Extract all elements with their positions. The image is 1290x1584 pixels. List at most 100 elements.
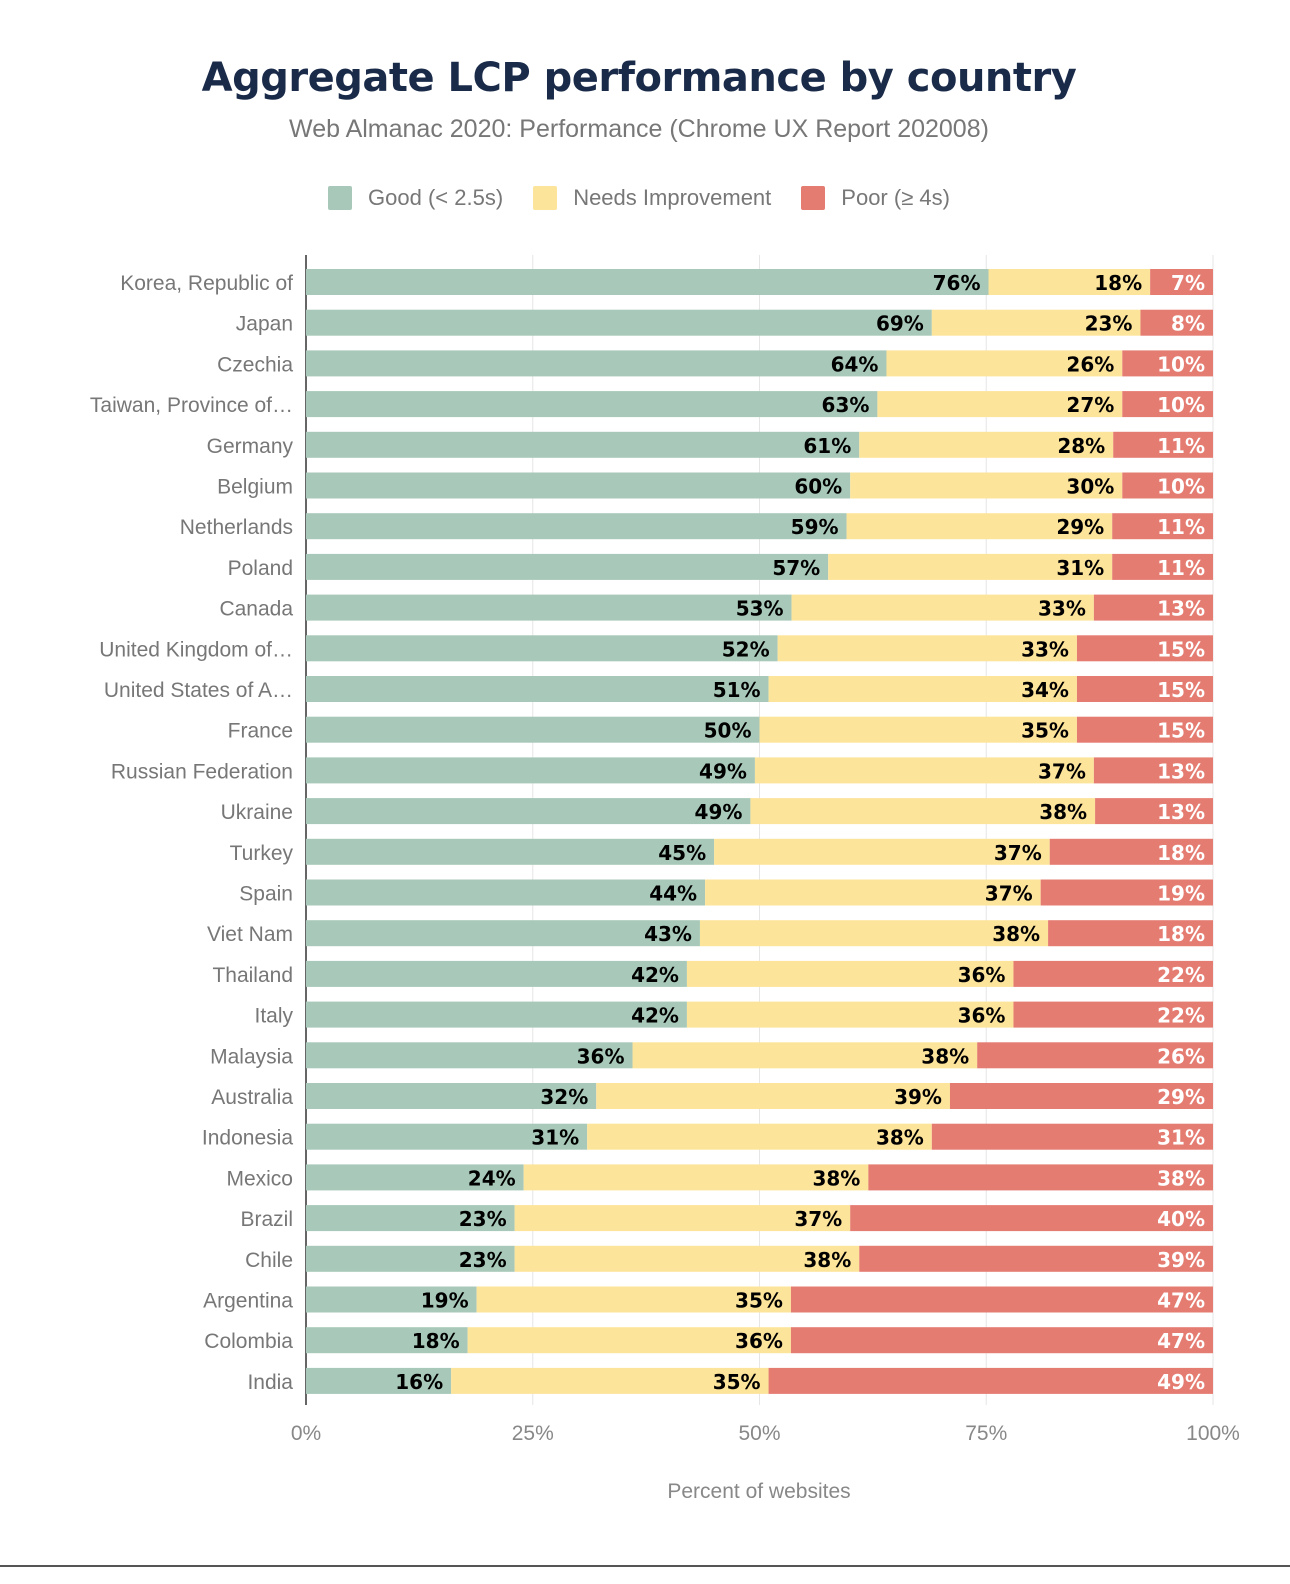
y-category-label: Colombia [204, 1330, 293, 1353]
y-category-label: Argentina [203, 1290, 293, 1313]
bar-segment [859, 431, 1114, 458]
y-category-label: Thailand [212, 964, 293, 987]
bar-segment [306, 309, 932, 336]
data-label: 52% [722, 637, 770, 661]
data-label: 24% [468, 1166, 516, 1190]
bar-segment [1112, 513, 1213, 540]
data-label: 57% [772, 556, 820, 580]
bar-segment [587, 1123, 932, 1150]
bar-segment [306, 920, 700, 947]
data-label: 36% [958, 1004, 1006, 1028]
data-label: 18% [1157, 922, 1205, 946]
data-label: 11% [1157, 434, 1205, 458]
bar-segment [306, 1164, 524, 1191]
bar-segment [714, 838, 1050, 865]
bar-segment [1076, 635, 1213, 662]
bar-segment [306, 431, 860, 458]
data-label: 39% [1157, 1248, 1205, 1272]
x-tick-label: 75% [965, 1422, 1007, 1445]
bar-segment [699, 920, 1049, 947]
bar-segment [1013, 960, 1213, 987]
data-label: 11% [1157, 515, 1205, 539]
data-label: 61% [803, 434, 851, 458]
data-label: 53% [736, 597, 784, 621]
y-category-label: Korea, Republic of [120, 272, 293, 295]
bar-segment [306, 1327, 468, 1354]
bar-segment [1048, 920, 1213, 947]
legend-item-poor[interactable]: Poor (≥ 4s) [801, 185, 950, 211]
data-label: 36% [577, 1044, 625, 1068]
data-label: 16% [395, 1370, 443, 1394]
bar-segment [877, 391, 1123, 418]
bar-segment [1049, 838, 1213, 865]
y-category-label: India [247, 1371, 293, 1394]
data-label: 49% [1157, 1370, 1205, 1394]
y-category-label: Taiwan, Province of… [90, 394, 293, 417]
data-label: 31% [1157, 1126, 1205, 1150]
bar-segment [1093, 594, 1213, 621]
bar-segment [306, 1245, 515, 1272]
y-category-label: Canada [219, 598, 293, 621]
bar-segment [514, 1245, 860, 1272]
y-category-label: Germany [207, 435, 294, 458]
bar-segment [306, 716, 760, 743]
y-category-label: Poland [228, 557, 293, 580]
data-label: 76% [933, 271, 981, 295]
x-axis-title: Percent of websites [667, 1480, 850, 1503]
data-label: 29% [1056, 515, 1104, 539]
y-category-label: Ukraine [221, 801, 293, 824]
bar-segment [523, 1164, 869, 1191]
data-label: 45% [658, 841, 706, 865]
bar-segment [306, 960, 687, 987]
y-category-label: Japan [236, 313, 293, 336]
bar-segment [686, 960, 1014, 987]
data-label: 13% [1157, 800, 1205, 824]
bar-segment [1076, 716, 1213, 743]
data-label: 36% [735, 1329, 783, 1353]
data-label: 37% [985, 882, 1033, 906]
bar-segment [1013, 1001, 1213, 1028]
y-category-label: Netherlands [180, 516, 293, 539]
data-label: 23% [459, 1207, 507, 1231]
bar-segment [850, 1205, 1213, 1232]
data-label: 47% [1157, 1289, 1205, 1313]
data-label: 38% [803, 1248, 851, 1272]
bar-segment [306, 391, 878, 418]
x-tick-label: 100% [1186, 1422, 1240, 1445]
y-category-label: Turkey [230, 842, 294, 865]
data-label: 69% [876, 312, 924, 336]
data-label: 35% [1021, 719, 1069, 743]
bar-segment [886, 350, 1123, 377]
data-label: 13% [1157, 759, 1205, 783]
legend-item-needs-improvement[interactable]: Needs Improvement [533, 185, 771, 211]
y-category-label: Mexico [226, 1167, 293, 1190]
bar-segment [514, 1205, 851, 1232]
bar-segment [754, 757, 1094, 784]
data-label: 26% [1066, 352, 1114, 376]
data-label: 42% [631, 963, 679, 987]
bar-segment [1040, 879, 1213, 906]
bar-segment [632, 1042, 978, 1069]
bar-segment [306, 350, 887, 377]
legend-item-good[interactable]: Good (< 2.5s) [328, 185, 503, 211]
bar-segment [306, 1001, 687, 1028]
data-label: 26% [1157, 1044, 1205, 1068]
data-label: 15% [1157, 678, 1205, 702]
y-category-label: Russian Federation [111, 760, 293, 783]
data-label: 13% [1157, 597, 1205, 621]
data-label: 15% [1157, 719, 1205, 743]
data-label: 23% [1085, 312, 1133, 336]
data-label: 39% [894, 1085, 942, 1109]
legend-swatch-good [328, 186, 353, 210]
data-label: 34% [1021, 678, 1069, 702]
bar-segment [596, 1083, 950, 1109]
data-label: 23% [459, 1248, 507, 1272]
bar-segment [1140, 309, 1213, 336]
data-label: 49% [695, 800, 743, 824]
bar-segment [686, 1001, 1014, 1028]
bar-segment [1112, 553, 1213, 580]
data-label: 44% [649, 882, 697, 906]
bar-segment [768, 676, 1077, 702]
bar-segment [850, 472, 1123, 499]
